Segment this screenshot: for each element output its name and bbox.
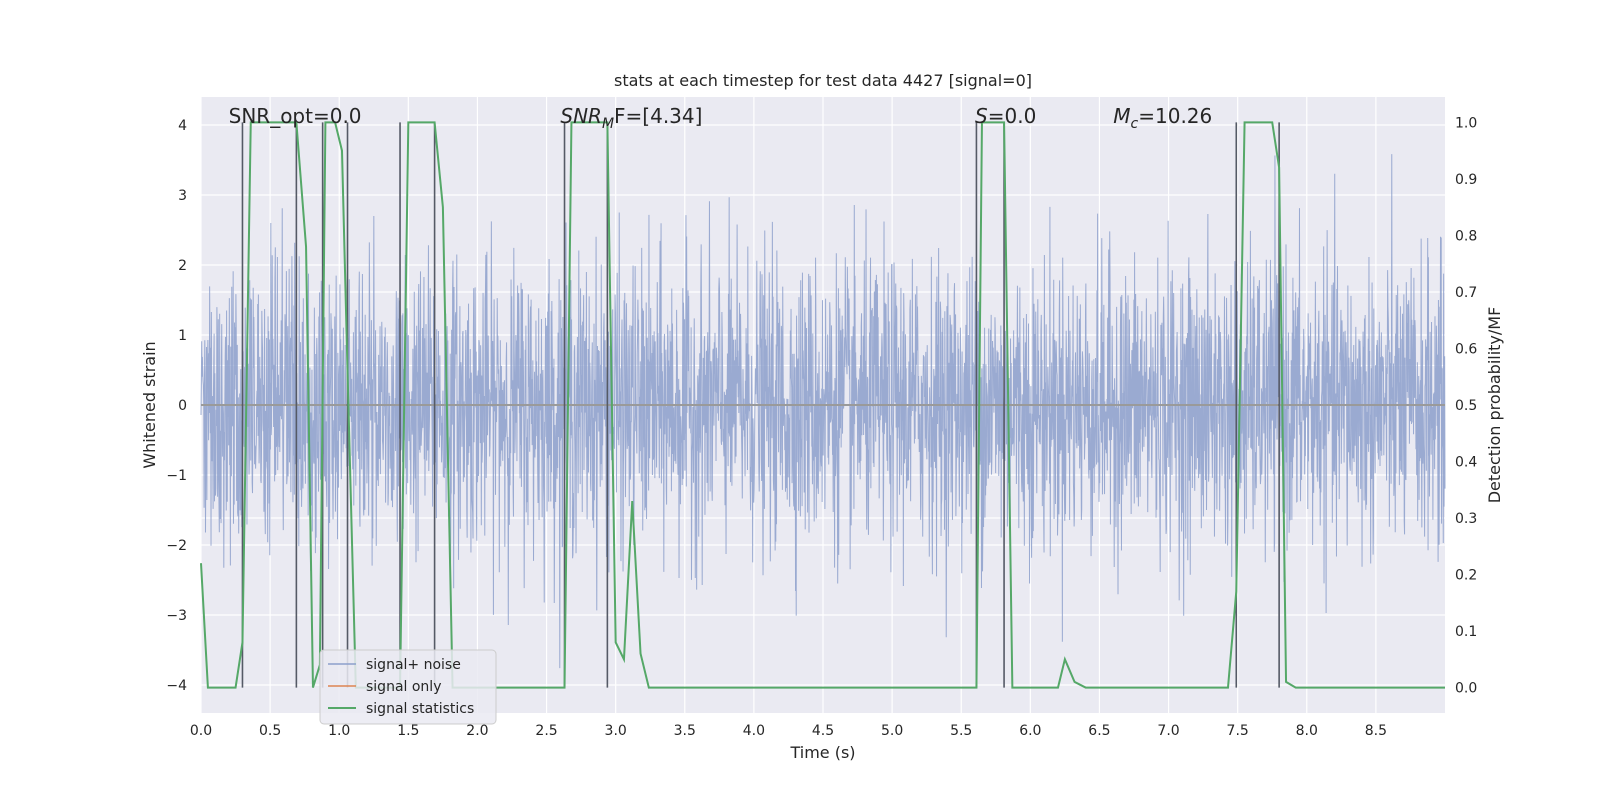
- annotation-subscript: c: [1131, 116, 1139, 132]
- series-signal-noise: [200, 154, 1446, 669]
- annotation-s: S=0.0: [975, 104, 1036, 128]
- x-tick-label: 0.5: [259, 723, 281, 739]
- tick-labels: 0.0 0.5 1.0 1.5 2.0 2.5 3.0 3.5 4.0 4.5 5.0 5.5 6.0 6…: [166, 115, 1477, 739]
- annotation-rest: =0.0: [988, 104, 1037, 128]
- annotation-snr-opt: SNR_opt=0.0: [229, 104, 362, 128]
- y2-axis-label: Detection probability/MF: [1485, 307, 1504, 504]
- y2-tick-label: 0.2: [1455, 568, 1477, 584]
- y2-tick-label: 0.1: [1455, 624, 1477, 640]
- annotation-rest: F=[4.34]: [614, 104, 702, 128]
- x-tick-label: 6.0: [1019, 723, 1041, 739]
- x-tick-label: 7.5: [1227, 723, 1249, 739]
- y-tick-label: −4: [166, 678, 187, 694]
- x-tick-label: 3.0: [605, 723, 627, 739]
- y2-tick-label: 0.8: [1455, 228, 1477, 244]
- y2-tick-label: 1.0: [1455, 115, 1477, 131]
- x-axis-label: Time (s): [789, 743, 855, 762]
- annotation-base: SNR: [560, 104, 602, 128]
- x-tick-label: 3.5: [674, 723, 696, 739]
- series-signal-statistics: [200, 121, 1445, 689]
- x-tick-label: 8.0: [1296, 723, 1318, 739]
- legend-label: signal only: [366, 679, 441, 695]
- y-tick-label: −2: [166, 538, 187, 554]
- x-tick-label: 4.5: [812, 723, 834, 739]
- y-tick-label: 3: [178, 188, 187, 204]
- y-tick-label: −1: [166, 468, 187, 484]
- annotation-rest: =10.26: [1138, 104, 1212, 128]
- chart-title: stats at each timestep for test data 442…: [614, 71, 1032, 90]
- x-tick-label: 2.0: [466, 723, 488, 739]
- noise-line: [200, 154, 1446, 669]
- y-tick-label: 2: [178, 258, 187, 274]
- annotation-base: M: [1113, 104, 1130, 128]
- y2-tick-label: 0.3: [1455, 511, 1477, 527]
- y-tick-label: 0: [178, 398, 187, 414]
- x-tick-label: 0.0: [190, 723, 212, 739]
- annotation-subscript: M: [602, 116, 614, 132]
- x-tick-label: 4.0: [743, 723, 765, 739]
- y2-tick-label: 0.9: [1455, 172, 1477, 188]
- legend: signal+ noise signal only signal statistic…: [319, 649, 497, 725]
- y-tick-label: 4: [178, 118, 187, 134]
- annotation-snr-mf: SNRMF=[4.34]: [560, 104, 702, 132]
- legend-label: signal statistics: [366, 701, 474, 717]
- y2-tick-label: 0.0: [1455, 681, 1477, 697]
- y-tick-label: −3: [166, 608, 187, 624]
- x-tick-label: 5.0: [881, 723, 903, 739]
- legend-label: signal+ noise: [366, 657, 461, 673]
- annotations: SNR_opt=0.0 SNRMF=[4.34] S=0.0 Mc=10.26: [229, 104, 1213, 132]
- annotation-base: S: [975, 104, 988, 128]
- y2-tick-label: 0.4: [1455, 455, 1477, 471]
- x-tick-label: 8.5: [1365, 723, 1387, 739]
- legend-box: [319, 649, 497, 725]
- y-tick-label: 1: [178, 328, 187, 344]
- x-tick-label: 7.0: [1157, 723, 1179, 739]
- y-axis-label: Whitened strain: [140, 341, 159, 468]
- x-tick-label: 1.5: [397, 723, 419, 739]
- statistics-line: [200, 121, 1445, 689]
- y2-tick-label: 0.6: [1455, 341, 1477, 357]
- y2-tick-label: 0.7: [1455, 285, 1477, 301]
- y2-tick-label: 0.5: [1455, 398, 1477, 414]
- x-tick-label: 1.0: [328, 723, 350, 739]
- annotation-mc: Mc=10.26: [1113, 104, 1212, 132]
- x-tick-label: 2.5: [535, 723, 557, 739]
- x-tick-label: 5.5: [950, 723, 972, 739]
- x-tick-label: 6.5: [1088, 723, 1110, 739]
